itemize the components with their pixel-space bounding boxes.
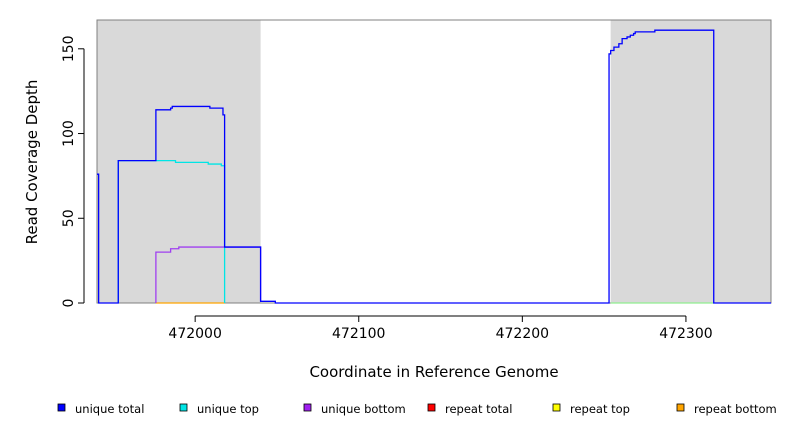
y-tick-label: 150	[61, 35, 77, 62]
legend: unique total unique top unique bottom repea…	[57, 402, 777, 416]
axes: 472000 472100 472200 472300 0 50 100 150	[61, 35, 713, 342]
legend-label: repeat total	[445, 402, 512, 416]
legend-label: unique bottom	[321, 402, 406, 416]
legend-swatch	[427, 403, 436, 412]
y-tick-label: 50	[61, 209, 77, 227]
legend-label: repeat top	[570, 402, 630, 416]
legend-label: unique total	[75, 402, 144, 416]
series-lines	[97, 29, 771, 304]
x-tick-label: 472100	[332, 326, 385, 342]
legend-swatch	[179, 403, 188, 412]
legend-label: unique top	[197, 402, 259, 416]
shaded-region-2	[610, 20, 771, 303]
y-tick-label: 100	[61, 120, 77, 147]
legend-swatch	[303, 403, 312, 412]
legend-swatch	[552, 403, 561, 412]
x-tick-label: 472300	[659, 326, 712, 342]
x-tick-label: 472200	[496, 326, 549, 342]
x-axis-title: Coordinate in Reference Genome	[309, 363, 558, 381]
y-axis-title: Read Coverage Depth	[23, 80, 41, 245]
legend-swatch	[676, 403, 685, 412]
x-tick-label: 472000	[168, 326, 221, 342]
y-tick-label: 0	[61, 299, 77, 308]
series-line-unique-total	[97, 29, 771, 304]
legend-label: repeat bottom	[694, 402, 777, 416]
shaded-region-1	[97, 20, 261, 303]
legend-swatch	[57, 403, 66, 412]
shaded-regions	[97, 20, 771, 303]
